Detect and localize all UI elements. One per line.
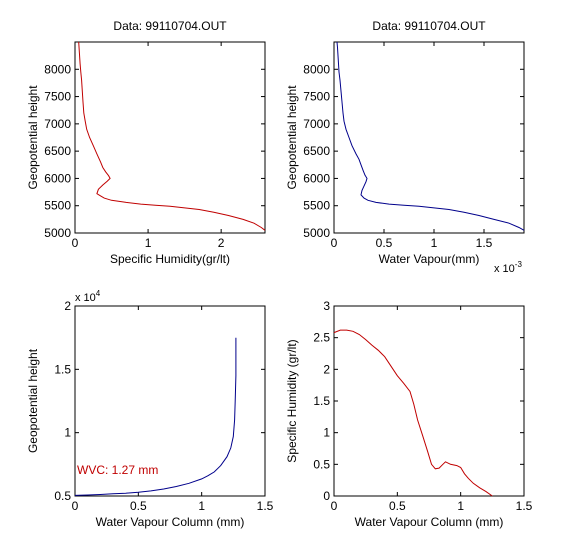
y-exponent-power: 4 (96, 289, 101, 298)
y-tick-label: 2 (64, 299, 71, 313)
y-tick-label: 2.5 (313, 331, 330, 345)
x-tick-label: 0 (331, 499, 338, 513)
series-line-0 (333, 329, 493, 497)
chart-title: Data: 99110704.OUT (372, 19, 486, 33)
y-tick-label: 0 (323, 489, 330, 503)
y-tick-label: 8000 (303, 62, 330, 76)
x-tick-label: 0 (331, 236, 338, 250)
y-axis-label: Specific Humidity (gr/lt) (285, 339, 299, 462)
subplot-top-left: 0 1 2 5000 5500 6000 6500 7000 7500 8000 Data: 991… (26, 19, 266, 266)
chart-title: Data: 99110704.OUT (113, 19, 227, 33)
y-axis-label: Geopotential height (26, 348, 40, 453)
series-line-0 (78, 41, 266, 231)
x-exponent-label: x 10-3 (494, 260, 522, 275)
x-exponent-power: -3 (515, 260, 523, 269)
axes-box (333, 41, 525, 234)
x-tick-label: 1 (457, 499, 464, 513)
subplot-top-right: 0 0.5 1 1.5 5000 5500 6000 6500 7000 7500 8000 Data… (285, 19, 525, 275)
wvc-annotation: WVC: 1.27 mm (77, 463, 158, 477)
axes-box (74, 305, 266, 497)
y-exponent-base: x 10 (75, 292, 96, 304)
x-tick-label: 0.5 (130, 499, 147, 513)
y-tick-label: 7500 (44, 90, 71, 104)
x-tick-label: 1 (145, 236, 152, 250)
x-tick-label: 1.5 (476, 236, 493, 250)
y-axis-label: Geopotential height (285, 85, 299, 190)
y-tick-label: 1.5 (313, 394, 330, 408)
y-tick-label: 3 (323, 299, 330, 313)
y-tick-label: 0.5 (54, 489, 71, 503)
y-tick-label: 6000 (303, 171, 330, 185)
axes-box (333, 305, 525, 497)
series-line-0 (74, 337, 237, 496)
y-exponent-label: x 104 (75, 289, 101, 304)
y-tick-label: 7000 (303, 117, 330, 131)
y-axis-label: Geopotential height (26, 85, 40, 190)
y-tick-label: 6000 (44, 171, 71, 185)
x-tick-label: 0.5 (389, 499, 406, 513)
x-tick-label: 0.5 (376, 236, 393, 250)
series-line-0 (336, 41, 525, 231)
y-tick-label: 7500 (303, 90, 330, 104)
y-tick-label: 5500 (303, 199, 330, 213)
y-tick-label: 6500 (44, 144, 71, 158)
y-tick-label: 1.5 (54, 362, 71, 376)
subplot-bottom-right: 0 0.5 1 1.5 0 0.5 1 1.5 2 2.5 3 Water Vapour Column… (285, 299, 533, 529)
y-tick-label: 5000 (303, 226, 330, 240)
y-tick-label: 0.5 (313, 457, 330, 471)
x-axis-label: Water Vapour Column (mm) (96, 515, 245, 529)
y-tick-label: 5000 (44, 226, 71, 240)
y-tick-label: 1 (323, 426, 330, 440)
y-tick-label: 5500 (44, 199, 71, 213)
x-tick-label: 0 (72, 236, 79, 250)
x-tick-label: 0 (72, 499, 79, 513)
x-tick-label: 1 (198, 499, 205, 513)
y-tick-label: 2 (323, 362, 330, 376)
x-tick-label: 2 (218, 236, 225, 250)
y-tick-label: 1 (64, 426, 71, 440)
y-tick-label: 7000 (44, 117, 71, 131)
x-axis-label: Water Vapour(mm) (379, 252, 480, 266)
x-tick-label: 1.5 (257, 499, 274, 513)
x-exponent-base: x 10 (494, 263, 515, 275)
x-axis-label: Specific Humidity(gr/lt) (110, 252, 230, 266)
y-tick-label: 6500 (303, 144, 330, 158)
y-tick-label: 8000 (44, 62, 71, 76)
x-tick-label: 1 (431, 236, 438, 250)
axes-box (74, 41, 266, 234)
x-axis-label: Water Vapour Column (mm) (355, 515, 504, 529)
x-tick-label: 1.5 (516, 499, 533, 513)
